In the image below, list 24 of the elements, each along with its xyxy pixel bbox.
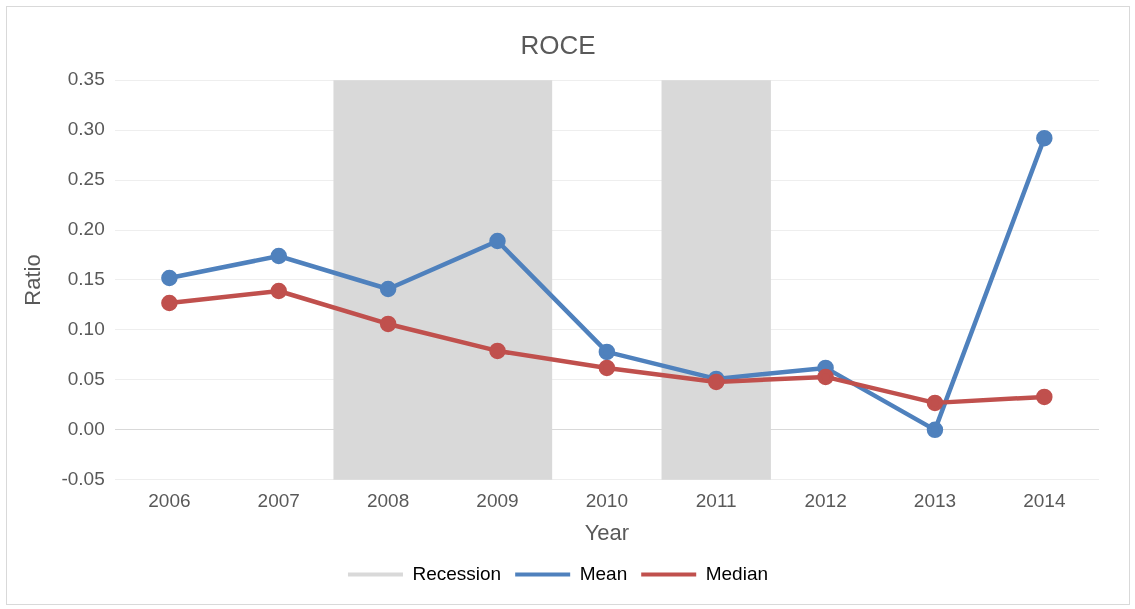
x-tick-label: 2013 (913, 490, 957, 512)
x-tick-label: 2010 (585, 490, 628, 512)
x-tick-label: 2014 (1023, 490, 1066, 512)
x-tick-label: 2008 (366, 490, 410, 512)
y-tick-label: 0.15 (67, 268, 105, 290)
y-tick-label: 0.05 (67, 368, 105, 390)
legend-label: Median (705, 562, 769, 584)
y-tick-label: 0.00 (67, 418, 105, 440)
y-tick-label: 0.20 (67, 218, 105, 240)
y-tick-label: 0.25 (67, 168, 105, 190)
y-tick-label: 0.10 (67, 318, 105, 340)
x-tick-label: 2009 (476, 490, 519, 512)
y-axis-title: Ratio (20, 254, 46, 306)
y-tick-label: -0.05 (61, 468, 105, 490)
y-tick-label: 0.35 (67, 68, 105, 90)
x-tick-label: 2006 (148, 490, 191, 512)
legend-label: Recession (412, 562, 502, 584)
x-axis-title: Year (584, 519, 630, 545)
legend-label: Mean (579, 562, 628, 584)
x-tick-label: 2012 (804, 490, 847, 512)
y-tick-label: 0.30 (67, 118, 105, 140)
x-tick-label: 2011 (695, 490, 737, 512)
chart-title: ROCE (520, 29, 596, 60)
x-tick-label: 2007 (257, 490, 300, 512)
